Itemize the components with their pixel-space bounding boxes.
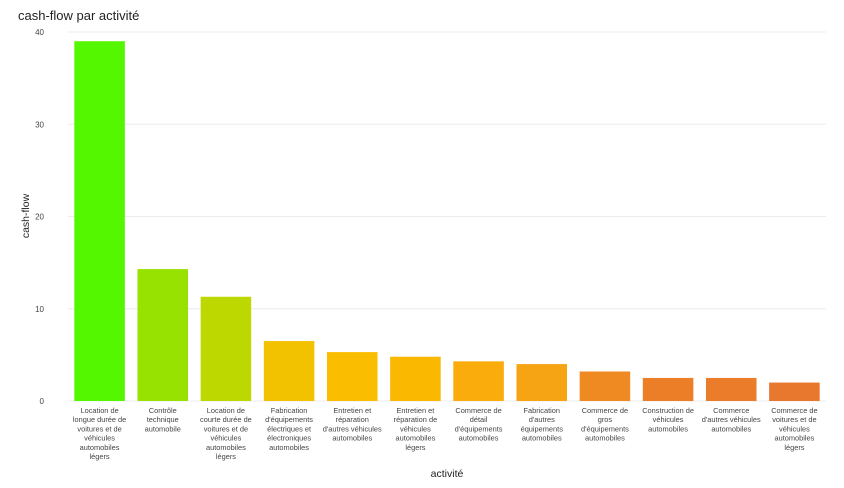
x-tick-label-line: légers: [784, 443, 804, 452]
gridlines: [68, 31, 826, 402]
y-tick-label-0: 0: [40, 397, 45, 406]
chart-title: cash-flow par activité: [18, 8, 139, 23]
x-tick-label-line: véhicules: [400, 424, 431, 433]
bar-9: [642, 377, 694, 401]
x-tick-label-line: automobiles: [522, 434, 562, 443]
x-tick-label-line: Entretien et: [333, 406, 371, 415]
x-tick-label-line: légers: [90, 452, 110, 461]
x-tick-label-line: Commerce: [713, 406, 749, 415]
x-tick-label-line: automobile: [145, 424, 181, 433]
x-axis-title: activité: [431, 468, 464, 480]
x-tick-label-line: légers: [405, 443, 425, 452]
x-tick-label-line: véhicules: [653, 415, 684, 424]
bar-5: [390, 356, 441, 401]
x-tick-label-6: Commerce de détail d'équipements automobile…: [455, 406, 503, 443]
x-tick-label-line: réparation de: [394, 415, 438, 424]
bar-11: [769, 382, 820, 401]
x-tick-label-1: Contrôle technique automobile: [145, 406, 181, 433]
x-tick-label-line: Fabrication: [271, 406, 308, 415]
x-tick-label-line: gros: [598, 415, 613, 424]
y-axis-ticks: 0 10 20 30 40: [35, 28, 44, 406]
x-tick-label-line: électroniques: [267, 434, 311, 443]
x-tick-label-line: automobiles: [711, 424, 751, 433]
x-tick-label-line: réparation: [336, 415, 369, 424]
x-tick-label-8: Commerce de gros d'équipements automobiles: [581, 406, 629, 443]
x-tick-label-line: automobiles: [80, 443, 120, 452]
x-tick-label-line: d'équipements: [581, 424, 629, 433]
y-axis-title: cash-flow: [20, 193, 32, 238]
x-tick-label-line: d'équipements: [265, 415, 313, 424]
bar-3: [263, 341, 315, 401]
x-tick-label-line: voitures et de: [77, 424, 121, 433]
x-tick-label-line: automobiles: [395, 434, 435, 443]
x-tick-label-line: automobiles: [459, 434, 499, 443]
x-tick-label-line: automobiles: [648, 424, 688, 433]
x-tick-label-9: Construction de véhicules automobiles: [642, 406, 694, 433]
x-tick-label-line: équipements: [521, 424, 564, 433]
x-tick-label-line: Construction de: [642, 406, 694, 415]
x-tick-label-line: Contrôle: [149, 406, 177, 415]
x-tick-label-0: Location de longue durée de voitures et de…: [73, 406, 126, 461]
x-tick-label-line: Location de: [207, 406, 245, 415]
x-tick-label-line: Commerce de: [582, 406, 628, 415]
x-tick-label-line: automobiles: [585, 434, 625, 443]
bar-0: [74, 41, 125, 401]
x-tick-label-4: Entretien et réparation d'autres véhicules…: [323, 406, 382, 443]
bar-2: [200, 296, 252, 401]
x-tick-label-line: Location de: [80, 406, 118, 415]
x-tick-label-11: Commerce de voitures et de véhicules automo…: [771, 406, 817, 452]
x-tick-label-line: Fabrication: [523, 406, 560, 415]
x-tick-label-line: véhicules: [84, 434, 115, 443]
x-tick-label-line: automobiles: [206, 443, 246, 452]
x-tick-label-line: d'équipements: [455, 424, 503, 433]
x-tick-label-line: voitures et de: [772, 415, 816, 424]
x-tick-label-2: Location de courte durée de voitures et de…: [200, 406, 252, 461]
x-tick-label-3: Fabrication d'équipements électriques et él…: [265, 406, 313, 452]
x-tick-label-line: Commerce de: [455, 406, 501, 415]
x-tick-label-line: Commerce de: [771, 406, 817, 415]
x-tick-label-line: longue durée de: [73, 415, 126, 424]
x-tick-label-line: légers: [216, 452, 236, 461]
x-tick-label-line: voitures et de: [204, 424, 248, 433]
bar-10: [705, 377, 757, 401]
bar-8: [579, 371, 631, 401]
x-tick-label-line: véhicules: [779, 424, 810, 433]
x-tick-label-5: Entretien et réparation de véhicules automo…: [394, 406, 438, 452]
x-tick-label-line: courte durée de: [200, 415, 252, 424]
x-tick-label-line: technique: [147, 415, 179, 424]
bar-1: [137, 269, 189, 401]
x-tick-label-line: Entretien et: [397, 406, 435, 415]
bar-7: [516, 364, 568, 401]
y-tick-label-4: 40: [35, 28, 44, 37]
x-tick-label-line: d'autres véhicules: [702, 415, 761, 424]
x-axis-tick-labels: Location de longue durée de voitures et de…: [73, 406, 818, 461]
bar-6: [453, 361, 504, 401]
y-tick-label-1: 10: [35, 305, 44, 314]
x-tick-label-line: d'autres: [529, 415, 555, 424]
x-tick-label-line: détail: [470, 415, 488, 424]
x-tick-label-line: automobiles: [332, 434, 372, 443]
x-tick-label-line: électriques et: [267, 424, 311, 433]
x-tick-label-line: d'autres véhicules: [323, 424, 382, 433]
x-tick-label-10: Commerce d'autres véhicules automobiles: [702, 406, 761, 433]
bars: [74, 41, 820, 401]
bar-4: [326, 352, 378, 401]
y-tick-label-2: 20: [35, 213, 44, 222]
x-tick-label-line: véhicules: [211, 434, 242, 443]
y-tick-label-3: 30: [35, 120, 44, 129]
x-tick-label-line: automobiles: [269, 443, 309, 452]
x-tick-label-7: Fabrication d'autres équipements automobile…: [521, 406, 564, 443]
x-tick-label-line: automobiles: [774, 434, 814, 443]
